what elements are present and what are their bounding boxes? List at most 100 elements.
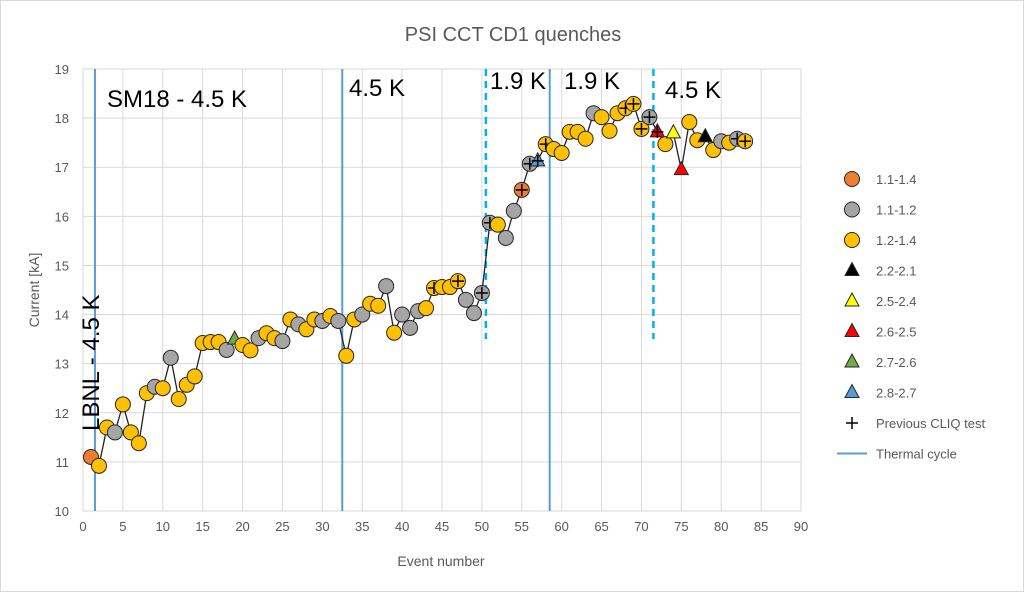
cliq-plus-marker	[627, 97, 640, 110]
x-tick-label: 70	[634, 519, 648, 534]
data-point-1_2-1_4	[90, 457, 107, 474]
x-tick-label: 50	[475, 519, 489, 534]
legend-label: 1.1-1.4	[876, 172, 916, 187]
cliq-plus-marker	[846, 417, 858, 429]
annotation-sm18: SM18 - 4.5 K	[107, 86, 247, 113]
y-axis-label: Current [kA]	[26, 253, 42, 328]
x-tick-label: 0	[79, 519, 86, 534]
x-tick-label: 85	[754, 519, 768, 534]
data-point-1_2-1_4	[681, 114, 698, 131]
legend-label: 2.8-2.7	[876, 386, 916, 401]
legend-label: 1.1-1.2	[876, 203, 916, 218]
legend-marker	[844, 322, 860, 337]
data-point-1_2-1_4	[242, 342, 259, 359]
y-tick-label: 15	[55, 258, 69, 273]
data-point-1_2-1_4	[186, 368, 203, 385]
data-point-1_2-1_4	[593, 109, 610, 126]
cliq-plus-marker	[643, 111, 656, 124]
legend-label: 1.2-1.4	[876, 233, 916, 248]
legend-marker	[844, 352, 860, 368]
y-tick-label: 18	[55, 111, 69, 126]
x-tick-label: 60	[554, 519, 568, 534]
x-tick-label: 90	[794, 519, 808, 534]
x-tick-label: 25	[275, 519, 289, 534]
data-point-1_1-1_2	[354, 306, 371, 323]
data-point-2_5-2_4	[665, 123, 682, 139]
x-tick-label: 5	[119, 519, 126, 534]
cliq-plus-marker	[635, 122, 648, 135]
legend-label: 2.6-2.5	[876, 325, 916, 340]
y-tick-label: 11	[56, 455, 70, 470]
data-point-1_2-1_4	[370, 297, 387, 314]
y-tick-label: 14	[55, 308, 69, 323]
y-tick-label: 12	[55, 406, 69, 421]
legend-label: Thermal cycle	[876, 447, 957, 462]
data-point-1_2-1_4	[553, 144, 570, 161]
data-point-1_2-1_4	[418, 300, 435, 317]
legend-marker	[844, 291, 860, 307]
x-axis-label: Event number	[397, 553, 484, 569]
x-tick-label: 45	[435, 519, 449, 534]
legend-marker	[844, 232, 860, 248]
legend-marker	[844, 261, 860, 276]
x-tick-label: 20	[235, 519, 249, 534]
y-tick-label: 16	[55, 209, 69, 224]
legend-label: 2.5-2.4	[876, 294, 916, 309]
cliq-plus-marker	[515, 183, 528, 196]
cliq-plus-marker	[475, 286, 488, 299]
connecting-line	[90, 102, 746, 468]
y-tick-label: 17	[55, 160, 69, 175]
cliq-plus-marker	[739, 135, 752, 148]
data-point-1_2-1_4	[130, 435, 147, 452]
annotation-4-5k-2: 4.5 K	[665, 77, 721, 104]
data-point-1_1-1_2	[457, 291, 474, 308]
cliq-plus-marker	[451, 275, 464, 288]
data-point-1_1-1_2	[106, 424, 123, 441]
data-point-1_2-1_4	[338, 347, 355, 364]
y-tick-label: 13	[55, 357, 69, 372]
data-point-1_1-1_2	[330, 312, 347, 329]
data-point-1_1-1_2	[402, 319, 419, 336]
annotation-4-5k-1: 4.5 K	[349, 75, 405, 102]
data-point-1_2-1_4	[114, 396, 131, 413]
legend-label: 2.7-2.6	[876, 355, 916, 370]
data-point-1_1-1_2	[162, 349, 179, 366]
annotation-1-9k-2: 1.9 K	[564, 68, 620, 95]
x-tick-label: 55	[515, 519, 529, 534]
data-point-1_1-1_2	[505, 202, 522, 219]
legend-label: 2.2-2.1	[876, 264, 916, 279]
x-tick-label: 10	[156, 519, 170, 534]
y-tick-label: 19	[55, 62, 69, 77]
data-point-2_2-2_1	[697, 127, 714, 143]
y-tick-label: 10	[55, 504, 69, 519]
legend-marker	[844, 201, 860, 218]
legend-marker	[844, 383, 860, 398]
data-point-1_2-1_4	[489, 216, 506, 233]
x-tick-label: 30	[315, 519, 329, 534]
data-point-1_2-1_4	[122, 424, 139, 441]
x-tick-label: 40	[395, 519, 409, 534]
data-point-1_1-1_2	[394, 306, 411, 323]
data-point-1_2-1_4	[577, 130, 594, 147]
data-point-1_2-1_4	[170, 391, 187, 408]
data-point-1_2-1_4	[657, 136, 674, 153]
cliq-plus-marker	[531, 154, 544, 167]
cliq-plus-marker	[651, 125, 664, 138]
data-point-1_1-1_2	[465, 305, 482, 322]
legend-label: Previous CLIQ test	[876, 416, 985, 431]
data-point-1_1-1_2	[218, 341, 235, 358]
x-tick-label: 80	[714, 519, 728, 534]
x-tick-label: 65	[594, 519, 608, 534]
x-tick-label: 75	[674, 519, 688, 534]
x-tick-label: 35	[355, 519, 369, 534]
chart-title: PSI CCT CD1 quenches	[405, 24, 621, 46]
annotation-lbnl: LBNL - 4.5 K	[78, 294, 105, 431]
data-point-2_6-2_5	[673, 160, 690, 176]
x-tick-label: 15	[195, 519, 209, 534]
data-point-1_1-1_2	[378, 278, 395, 295]
data-point-1_1-1_2	[274, 333, 291, 350]
data-point-1_1-1_2	[497, 229, 514, 246]
data-point-1_2-1_4	[601, 122, 618, 139]
